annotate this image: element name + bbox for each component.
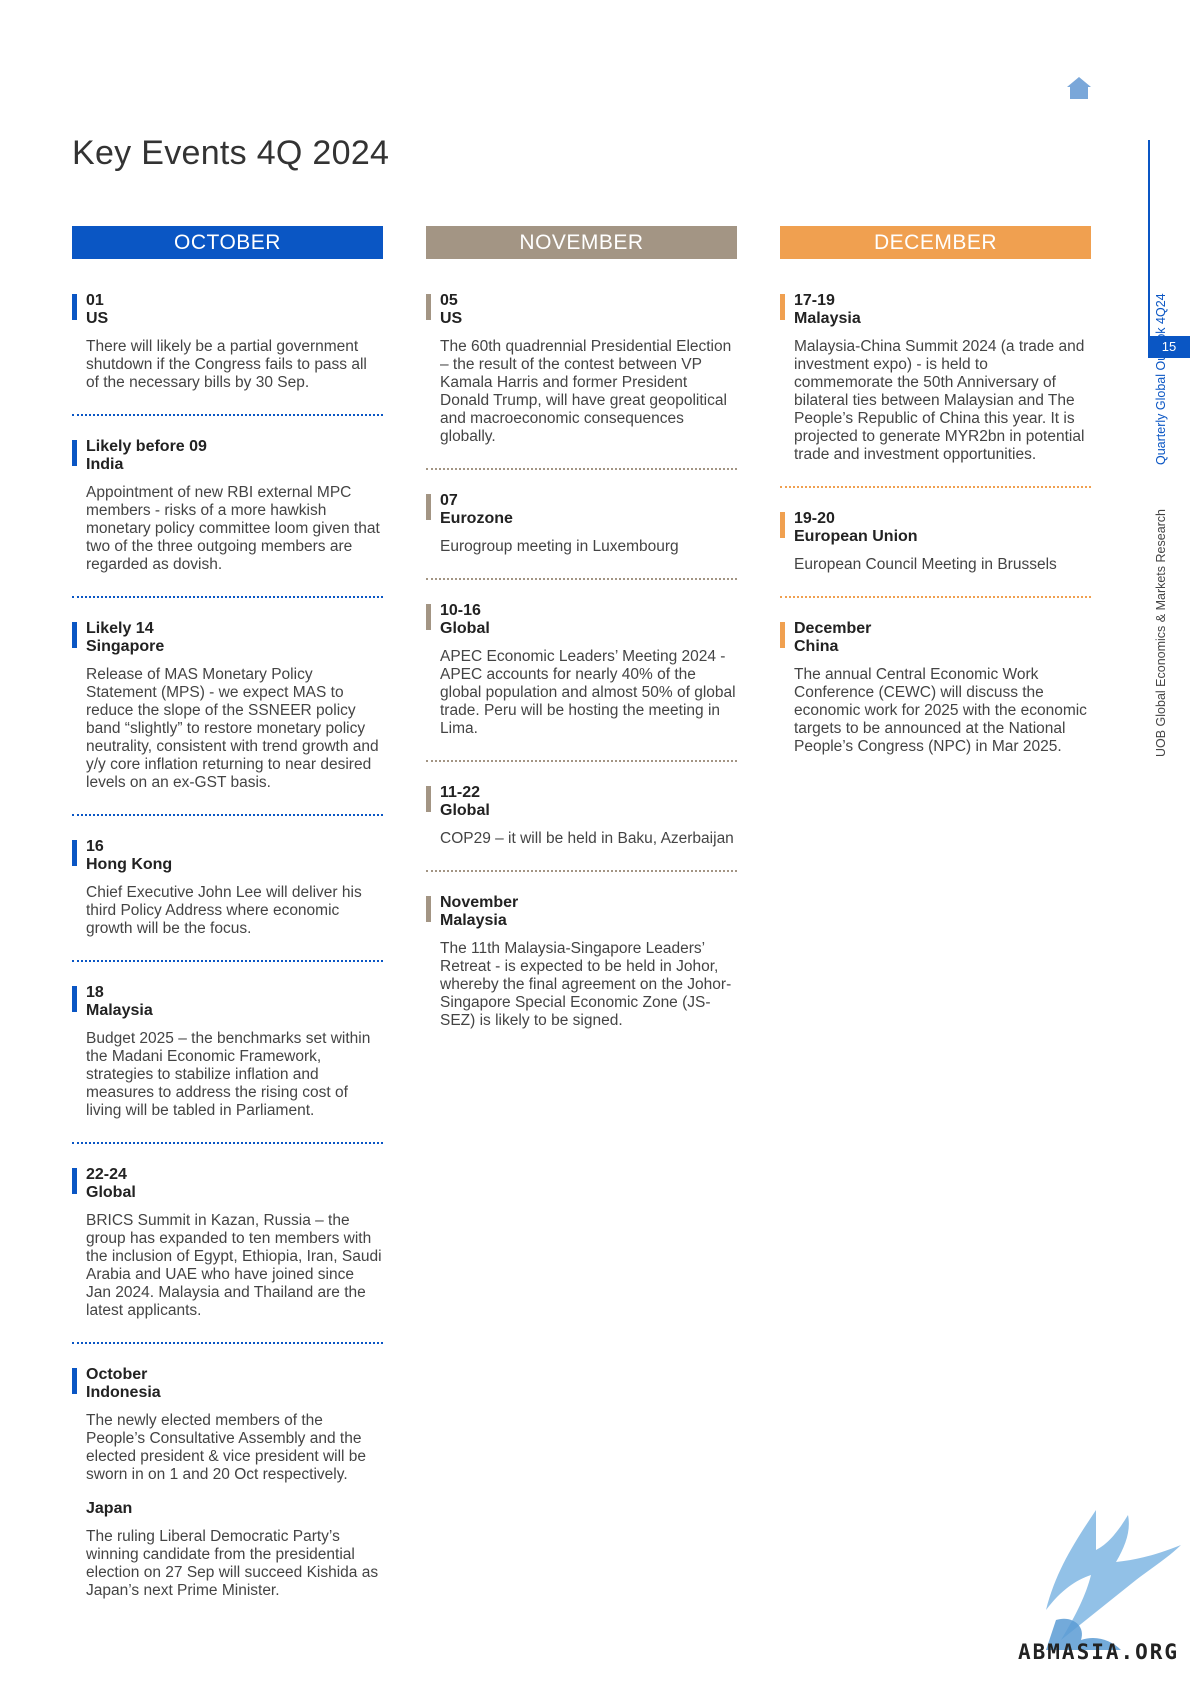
divider — [72, 1142, 383, 1144]
page-title: Key Events 4Q 2024 — [72, 134, 390, 172]
event-region: Malaysia — [794, 310, 861, 327]
divider — [72, 960, 383, 962]
event-date: 07 — [440, 492, 458, 509]
event-description: BRICS Summit in Kazan, Russia – the grou… — [86, 1212, 382, 1319]
event-item: 16 Hong Kong Chief Executive John Lee wi… — [72, 838, 383, 938]
month-header-november: NOVEMBER — [426, 226, 737, 259]
event-item: 10-16 Global APEC Economic Leaders’ Meet… — [426, 602, 737, 738]
event-date: 05 — [440, 292, 458, 309]
event-description: Budget 2025 – the benchmarks set within … — [86, 1030, 371, 1119]
event-description: European Council Meeting in Brussels — [794, 556, 1057, 573]
event-item: Likely before 09 India Appointment of ne… — [72, 438, 383, 574]
event-region: US — [440, 310, 463, 327]
event-region: US — [86, 310, 109, 327]
event-region: Global — [86, 1184, 136, 1201]
event-item: November Malaysia The 11th Malaysia-Sing… — [426, 894, 737, 1030]
event-date: November — [440, 894, 519, 911]
event-date: 01 — [86, 292, 104, 309]
department-name: UOB Global Economics & Markets Research — [1154, 508, 1168, 757]
event-date: December — [794, 620, 872, 637]
event-region: Global — [440, 620, 490, 637]
divider — [426, 760, 737, 762]
side-rail: Quarterly Global Outlook 4Q24 15 UOB Glo… — [1148, 140, 1191, 757]
event-region: Malaysia — [86, 1002, 153, 1019]
event-region: European Union — [794, 528, 918, 545]
event-date: 18 — [86, 984, 104, 1001]
divider — [72, 1342, 383, 1344]
event-item: 07 Eurozone Eurogroup meeting in Luxembo… — [426, 492, 737, 556]
publication-title: Quarterly Global Outlook 4Q24 — [1154, 293, 1168, 465]
event-date: 11-22 — [440, 784, 481, 801]
event-region: Eurozone — [440, 510, 513, 527]
event-item: December China The annual Central Econom… — [780, 620, 1091, 756]
watermark-text: ABMASIA.ORG — [1018, 1640, 1180, 1664]
event-description: There will likely be a partial governmen… — [86, 338, 367, 391]
event-item: 11-22 Global COP29 – it will be held in … — [426, 784, 737, 848]
event-date: 16 — [86, 838, 104, 855]
month-header-october: OCTOBER — [72, 226, 383, 259]
event-date: October — [86, 1366, 148, 1383]
event-region: India — [86, 456, 124, 473]
december-column: DECEMBER 17-19 Malaysia Malaysia-China S… — [780, 226, 1091, 756]
divider — [72, 814, 383, 816]
event-sub-region: Japan — [86, 1500, 133, 1517]
event-item: 18 Malaysia Budget 2025 – the benchmarks… — [72, 984, 383, 1120]
event-description: Eurogroup meeting in Luxembourg — [440, 538, 679, 555]
divider — [72, 596, 383, 598]
event-region: Malaysia — [440, 912, 507, 929]
event-date: Likely before 09 — [86, 438, 207, 455]
month-header-december: DECEMBER — [780, 226, 1091, 259]
event-region: Indonesia — [86, 1384, 161, 1401]
divider — [426, 468, 737, 470]
event-description: The newly elected members of the People’… — [86, 1412, 367, 1483]
event-description: Appointment of new RBI external MPC memb… — [86, 484, 380, 573]
divider — [426, 578, 737, 580]
event-description: The annual Central Economic Work Confere… — [794, 666, 1087, 755]
event-description: APEC Economic Leaders’ Meeting 2024 - AP… — [440, 648, 736, 737]
divider — [780, 596, 1091, 598]
divider — [426, 870, 737, 872]
event-item: 05 US The 60th quadrennial Presidential … — [426, 292, 737, 446]
watermark-logo — [1046, 1510, 1181, 1650]
event-item: 22-24 Global BRICS Summit in Kazan, Russ… — [72, 1166, 383, 1320]
event-date: 17-19 — [794, 292, 835, 309]
event-region: Global — [440, 802, 490, 819]
event-date: 10-16 — [440, 602, 481, 619]
page-number: 15 — [1148, 336, 1190, 358]
event-description: Chief Executive John Lee will deliver hi… — [86, 884, 362, 937]
home-icon[interactable] — [1066, 76, 1092, 100]
event-item: 01 US There will likely be a partial gov… — [72, 292, 383, 392]
divider — [780, 486, 1091, 488]
event-item: Likely 14 Singapore Release of MAS Monet… — [72, 620, 383, 792]
event-region: Hong Kong — [86, 856, 173, 873]
event-description: COP29 – it will be held in Baku, Azerbai… — [440, 830, 734, 847]
event-sub-description: The ruling Liberal Democratic Party’s wi… — [86, 1528, 379, 1599]
event-description: The 11th Malaysia-Singapore Leaders’ Ret… — [440, 940, 732, 1029]
event-date: Likely 14 — [86, 620, 154, 637]
event-item: October Indonesia The newly elected memb… — [72, 1366, 383, 1600]
october-column: OCTOBER 01 US There will likely be a par… — [72, 226, 383, 1600]
event-description: Release of MAS Monetary Policy Statement… — [86, 666, 379, 791]
event-date: 19-20 — [794, 510, 835, 527]
event-item: 19-20 European Union European Council Me… — [780, 510, 1091, 574]
side-accent-line — [1148, 140, 1150, 340]
event-item: 17-19 Malaysia Malaysia-China Summit 202… — [780, 292, 1091, 464]
event-region: Singapore — [86, 638, 165, 655]
november-column: NOVEMBER 05 US The 60th quadrennial Pres… — [426, 226, 737, 1030]
event-description: Malaysia-China Summit 2024 (a trade and … — [794, 338, 1085, 463]
divider — [72, 414, 383, 416]
event-description: The 60th quadrennial Presidential Electi… — [440, 338, 732, 445]
event-region: China — [794, 638, 839, 655]
event-date: 22-24 — [86, 1166, 127, 1183]
